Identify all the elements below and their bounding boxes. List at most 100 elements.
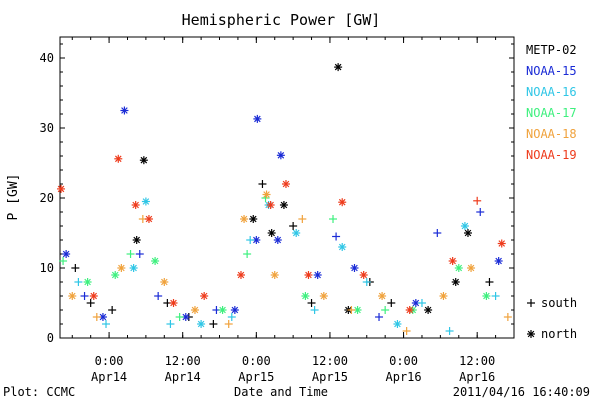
data-point xyxy=(298,215,307,223)
data-point xyxy=(405,306,414,314)
series-noaa-15 xyxy=(62,106,503,321)
data-point xyxy=(313,271,322,279)
data-point xyxy=(236,271,245,279)
legend-entry: NOAA-15 xyxy=(526,64,577,78)
data-point xyxy=(332,232,341,241)
data-point xyxy=(381,306,390,314)
data-point xyxy=(497,239,506,248)
x-axis: 0:00 Apr14 12:00 Apr14 0:00 Apr15 12:00 Apr15 0:… xyxy=(71,37,515,384)
data-point xyxy=(144,215,153,223)
data-point xyxy=(307,299,316,307)
legend-entry: NOAA-16 xyxy=(526,85,577,99)
data-point xyxy=(378,292,387,300)
y-tick-label: 10 xyxy=(40,261,54,275)
data-point xyxy=(59,257,68,265)
data-point xyxy=(319,292,328,300)
data-point xyxy=(154,292,163,300)
data-point xyxy=(151,257,160,265)
marker-legend-label: north xyxy=(541,327,577,341)
data-point xyxy=(166,320,175,328)
series-metp-02 xyxy=(71,63,494,328)
data-point xyxy=(258,180,267,188)
marker-legend: south north xyxy=(527,296,577,341)
data-point xyxy=(276,151,285,160)
data-point xyxy=(139,156,148,165)
data-point xyxy=(292,229,301,237)
data-point xyxy=(270,271,279,279)
data-point xyxy=(454,264,463,272)
data-point xyxy=(209,320,218,328)
data-points xyxy=(57,63,512,335)
data-point xyxy=(135,250,144,258)
data-point xyxy=(126,250,135,258)
data-point xyxy=(249,215,258,223)
x-tick-label: 0:00 xyxy=(95,354,124,368)
data-point xyxy=(359,271,368,279)
data-point xyxy=(74,278,83,286)
data-point xyxy=(417,299,426,307)
y-tick-label: 0 xyxy=(47,331,54,345)
data-point xyxy=(494,257,503,265)
data-point xyxy=(503,313,512,321)
data-point xyxy=(347,306,356,314)
plot-credit: Plot: CCMC xyxy=(3,385,75,399)
data-point xyxy=(273,236,282,244)
data-point xyxy=(262,190,271,199)
y-tick-label: 30 xyxy=(40,121,54,135)
data-point xyxy=(89,292,98,300)
data-point xyxy=(129,264,138,272)
data-point xyxy=(334,63,343,72)
data-point xyxy=(393,320,402,328)
data-point xyxy=(141,197,150,206)
data-point xyxy=(463,229,472,237)
data-point xyxy=(230,306,239,314)
y-tick-label: 20 xyxy=(40,191,54,205)
data-point xyxy=(304,271,313,279)
data-point xyxy=(57,184,66,193)
x-tick-date: Apr14 xyxy=(165,370,201,384)
data-point xyxy=(111,271,120,279)
data-point xyxy=(83,278,92,286)
data-point xyxy=(491,292,500,300)
data-point xyxy=(402,327,411,335)
data-point xyxy=(246,236,255,244)
plot-timestamp: 2011/04/16 16:40:09 xyxy=(453,385,590,399)
data-point xyxy=(289,222,298,230)
data-point xyxy=(117,264,126,272)
data-point xyxy=(218,306,227,314)
data-point xyxy=(92,313,101,321)
data-point xyxy=(281,180,290,188)
data-point xyxy=(433,229,442,237)
data-point xyxy=(387,299,396,307)
legend-entry: METP-02 xyxy=(526,43,577,57)
data-point xyxy=(62,250,71,258)
data-point xyxy=(132,236,141,244)
legend-marker xyxy=(527,299,535,307)
data-point xyxy=(200,292,209,300)
x-tick-date: Apr15 xyxy=(312,370,348,384)
data-point xyxy=(86,299,95,307)
series-noaa-17 xyxy=(59,194,491,321)
data-point xyxy=(240,215,249,223)
data-point xyxy=(224,320,233,328)
chart-title: Hemispheric Power [GW] xyxy=(182,11,381,29)
data-point xyxy=(120,106,129,115)
data-point xyxy=(467,264,476,272)
data-point xyxy=(71,264,80,272)
series-noaa-16 xyxy=(74,197,500,335)
data-point xyxy=(243,250,252,258)
data-point xyxy=(460,222,469,230)
data-point xyxy=(102,320,111,328)
x-tick-date: Apr16 xyxy=(386,370,422,384)
data-point xyxy=(424,306,433,314)
data-point xyxy=(473,196,482,205)
x-tick-label: 0:00 xyxy=(242,354,271,368)
data-point xyxy=(68,292,77,300)
data-point xyxy=(169,299,178,307)
data-point xyxy=(160,278,169,286)
data-point xyxy=(114,154,123,163)
data-point xyxy=(301,292,310,300)
data-point xyxy=(482,292,491,300)
data-point xyxy=(375,313,384,321)
